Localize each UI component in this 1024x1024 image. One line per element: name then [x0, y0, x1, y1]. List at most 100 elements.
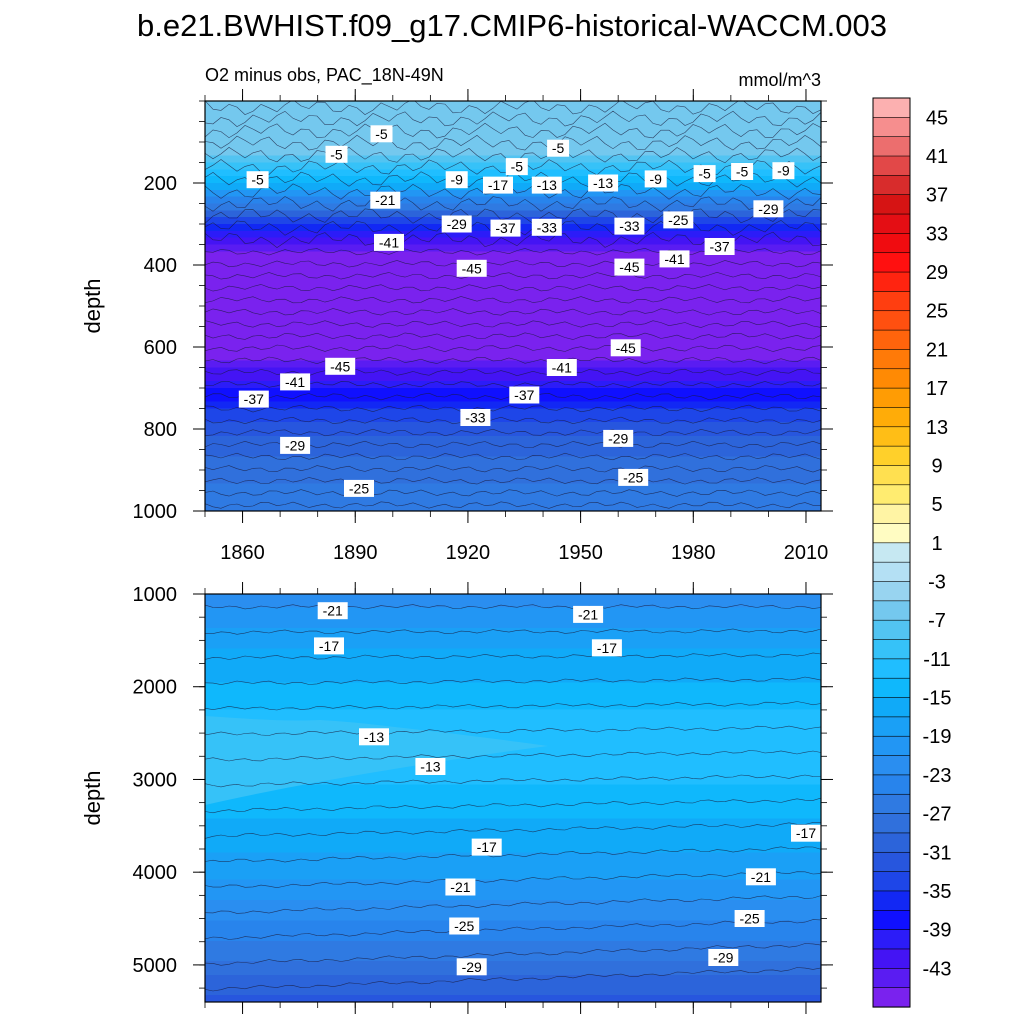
lower-field — [205, 594, 821, 1002]
contour-label-text: -17 — [319, 638, 339, 654]
colorbar-label: 1 — [931, 533, 942, 555]
contour-label: -17 — [791, 824, 821, 842]
contour-label-text: -41 — [552, 360, 572, 376]
x-tick-label: 1920 — [446, 542, 491, 564]
contour-label-text: -33 — [465, 410, 485, 426]
y-tick-label: 3000 — [133, 769, 178, 791]
contour-label: -21 — [317, 602, 348, 620]
contour-label: -29 — [708, 949, 739, 966]
contour-line — [205, 895, 821, 914]
contour-line — [205, 774, 821, 788]
contour-line — [205, 822, 821, 839]
colorbar-label: -7 — [928, 610, 946, 632]
x-tick-label: 1980 — [671, 542, 716, 564]
contour-line — [205, 110, 821, 127]
contour-label-text: -37 — [244, 391, 264, 407]
contour-line — [205, 134, 821, 151]
contour-line — [205, 344, 821, 353]
colorbar-swatch — [872, 851, 911, 873]
colorbar-swatch — [872, 213, 911, 234]
contour-label: -21 — [573, 605, 604, 623]
contour-label-text: -45 — [462, 260, 482, 276]
contour-label: -17 — [471, 838, 502, 856]
colorbar-swatch — [872, 987, 911, 1008]
contour-label-text: -29 — [758, 201, 778, 217]
contour-label: -5 — [370, 125, 393, 143]
contour-label-text: -45 — [616, 340, 636, 356]
colorbar: 45 41 37 33 29 25 21 17 13 9 5 1 -3 -7 -11 -15 -19 -23 -27… — [872, 97, 952, 1008]
contour-label: -33 — [460, 409, 491, 426]
contour-label-text: -25 — [739, 911, 759, 927]
colorbar-label: 17 — [926, 378, 948, 400]
contour-label-text: -13 — [593, 175, 613, 191]
colorbar-swatch — [872, 542, 911, 563]
x-tick-label: 1890 — [333, 542, 378, 564]
lower-ylabel: depth — [80, 770, 105, 825]
colorbar-swatch — [872, 310, 911, 331]
contour-label-text: -5 — [511, 159, 524, 175]
contour-label: -37 — [704, 238, 735, 255]
contour-label-text: -17 — [477, 839, 497, 855]
x-tick-label: 1950 — [558, 542, 603, 564]
colorbar-label: 29 — [926, 262, 948, 284]
colorbar-label: -15 — [923, 688, 952, 710]
contour-label: -41 — [374, 233, 404, 251]
colorbar-swatch — [872, 445, 911, 467]
colorbar-swatch — [872, 233, 911, 254]
contour-label: -41 — [659, 250, 690, 268]
contour-line — [205, 260, 821, 268]
contour-label-text: -9 — [649, 171, 662, 187]
colorbar-swatch — [872, 832, 911, 853]
colorbar-label: 21 — [926, 339, 948, 361]
colorbar-swatch — [872, 697, 911, 718]
contour-line — [205, 604, 821, 610]
contour-label-text: -25 — [623, 469, 643, 485]
contour-label: -9 — [644, 170, 667, 188]
contour-label: -29 — [603, 429, 634, 447]
colorbar-swatch — [872, 329, 911, 351]
contour-label-text: -29 — [462, 959, 482, 975]
contour-label: -33 — [614, 217, 645, 235]
contour-line — [205, 943, 821, 966]
colorbar-swatch — [872, 503, 911, 525]
colorbar-label: 13 — [926, 417, 948, 439]
colorbar-label: -3 — [928, 572, 946, 594]
contour-label: -33 — [531, 218, 562, 236]
colorbar-label: 33 — [926, 223, 948, 245]
colorbar-swatch — [872, 523, 911, 544]
colorbar-label: 5 — [931, 494, 942, 516]
colorbar-swatch — [872, 677, 911, 699]
contour-label: -29 — [280, 436, 311, 454]
contour-label-text: -25 — [668, 212, 688, 228]
colorbar-label: 9 — [931, 456, 942, 478]
contour-label: -29 — [456, 958, 487, 976]
contour-label: -5 — [693, 165, 716, 183]
colorbar-swatch — [872, 929, 911, 950]
colorbar-frame — [872, 97, 911, 1008]
contour-line — [205, 356, 821, 365]
contour-label-text: -13 — [420, 759, 440, 775]
contour-label: -41 — [546, 359, 577, 376]
contour-line — [205, 208, 821, 224]
y-tick-label: 800 — [144, 419, 177, 441]
colorbar-swatch — [872, 948, 911, 969]
contour-line — [205, 332, 821, 340]
contour-label: -41 — [280, 373, 311, 391]
colorbar-swatch — [872, 426, 911, 447]
contour-label-text: -29 — [447, 216, 467, 232]
contour-line — [205, 967, 821, 992]
colorbar-swatch — [872, 155, 911, 176]
contour-line — [205, 870, 821, 889]
colorbar-label: -19 — [923, 726, 952, 748]
contour-label-text: -21 — [375, 192, 395, 208]
contour-line — [205, 196, 821, 212]
colorbar-swatch — [872, 291, 911, 312]
contour-line — [205, 404, 821, 413]
colorbar-swatch — [872, 890, 911, 911]
contour-label-text: -21 — [578, 606, 598, 622]
contour-label-text: -5 — [330, 146, 343, 162]
contour-line — [205, 797, 821, 814]
x-tick-label: 2010 — [784, 542, 829, 564]
contour-line — [205, 501, 821, 509]
